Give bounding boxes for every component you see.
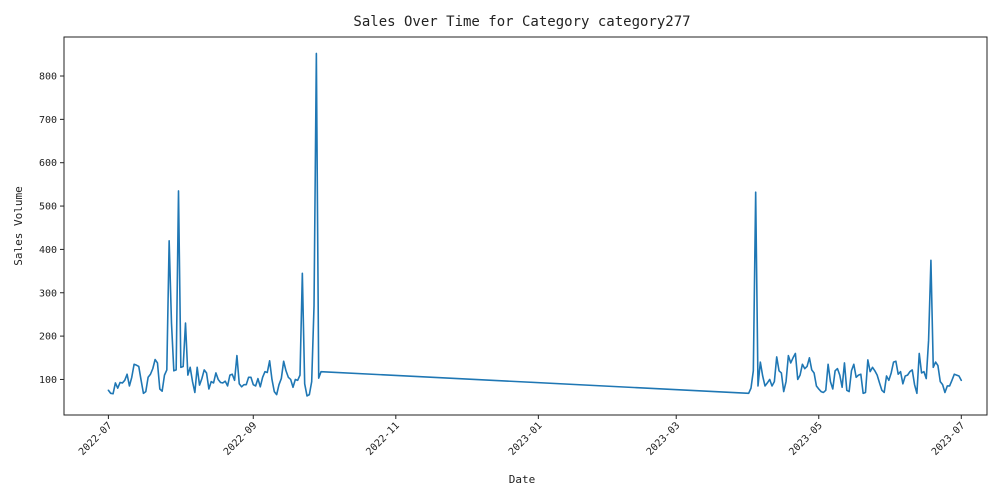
x-tick-label: 2022-07 xyxy=(77,420,115,458)
y-tick-label: 600 xyxy=(39,158,57,169)
x-axis-label: Date xyxy=(509,473,536,486)
chart-title: Sales Over Time for Category category277 xyxy=(353,14,690,30)
y-tick-label: 100 xyxy=(39,375,57,386)
x-tick-label: 2023-01 xyxy=(507,420,545,458)
x-axis-ticks: 2022-07 2022-09 2022-11 2023-01 2023-03 2023-… xyxy=(77,415,967,458)
y-axis-ticks: 100 200 300 400 500 600 700 800 xyxy=(39,72,64,386)
y-tick-label: 800 xyxy=(39,72,57,83)
series-line xyxy=(107,52,963,397)
x-tick-label: 2022-09 xyxy=(222,420,260,458)
x-tick-label: 2023-05 xyxy=(787,420,825,458)
plot-frame xyxy=(63,36,988,416)
plot-area: 2022-07 2022-09 2022-11 2023-01 2023-03 2023-… xyxy=(39,36,988,458)
y-tick-label: 300 xyxy=(39,288,57,299)
y-tick-label: 500 xyxy=(39,202,57,213)
x-tick-label: 2022-11 xyxy=(364,420,402,458)
x-tick-label: 2023-03 xyxy=(645,420,683,458)
x-tick-label: 2023-07 xyxy=(930,420,968,458)
y-tick-label: 400 xyxy=(39,245,57,256)
y-tick-label: 200 xyxy=(39,332,57,343)
y-axis-label: Sales Volume xyxy=(12,186,25,265)
y-tick-label: 700 xyxy=(39,115,57,126)
